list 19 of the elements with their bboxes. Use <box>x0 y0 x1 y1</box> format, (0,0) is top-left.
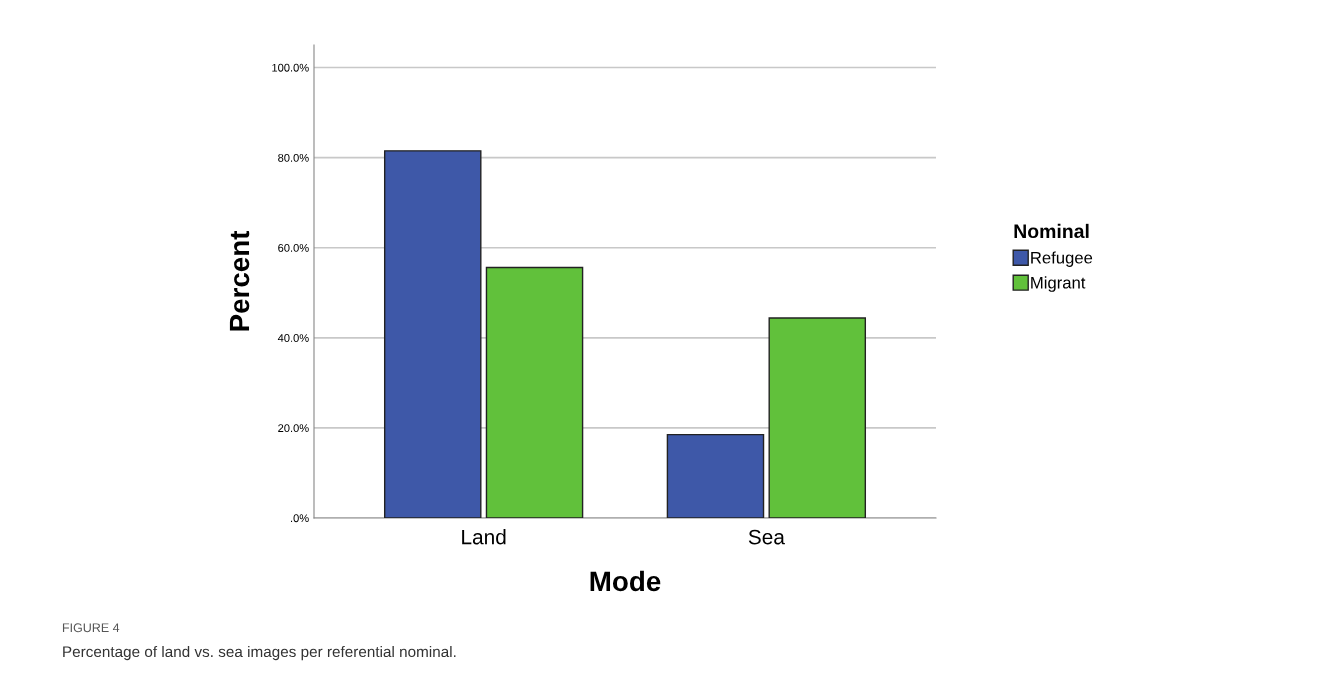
y-tick-label: .0% <box>291 514 309 523</box>
x-axis-title: Mode <box>590 570 661 592</box>
bar <box>383 150 482 518</box>
y-tick-label: 60.0% <box>278 243 309 252</box>
x-tick-label: Land <box>462 529 506 545</box>
x-tick-label: Sea <box>748 529 785 545</box>
y-tick-label: 100.0% <box>272 63 309 72</box>
bar <box>666 433 765 518</box>
y-axis-title: Percent <box>229 230 250 331</box>
caption: FIGURE 4 <box>62 623 120 633</box>
legend-label: Refugee <box>1031 251 1093 267</box>
bar <box>768 317 867 518</box>
legend-label: Migrant <box>1031 276 1086 292</box>
y-tick-label: 20.0% <box>278 424 309 433</box>
y-tick-label: 40.0% <box>277 334 309 342</box>
y-tick-label: 80.0% <box>278 153 309 162</box>
legend-title: Nominal <box>1014 223 1089 239</box>
bar <box>485 266 584 518</box>
text: Percentage of land vs. sea images per referential nominal. <box>63 645 456 661</box>
